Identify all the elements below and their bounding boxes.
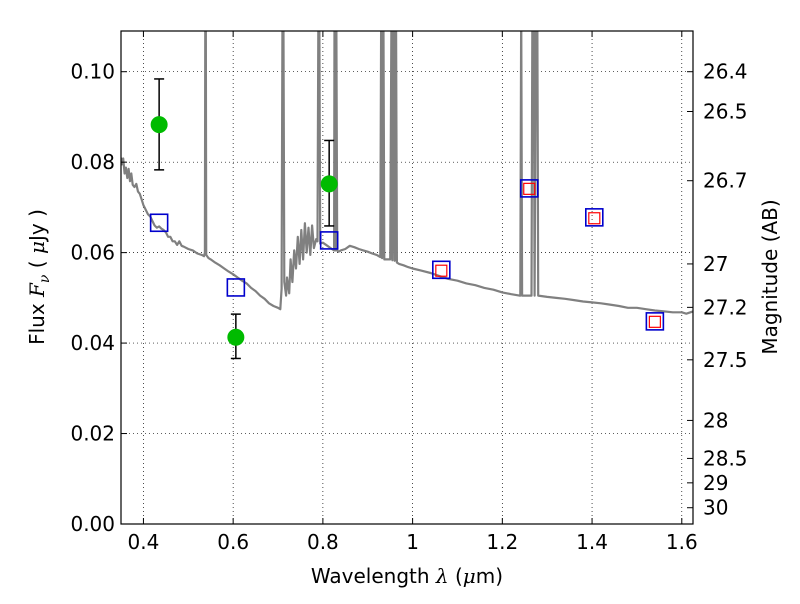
grid: [121, 31, 693, 524]
x-tick-label: 0.4: [128, 530, 160, 554]
model-photometry-square: [519, 179, 539, 198]
y2-tick-label: 26.4: [703, 60, 748, 84]
x-axis-title: Wavelength λ (μm): [311, 564, 503, 588]
model-photometry-square: [432, 260, 451, 280]
x-tick-label: 0.8: [307, 530, 339, 554]
y2-tick-label: 27.5: [703, 348, 748, 372]
model-photometry-square: [149, 213, 169, 233]
x-tick-label: 0.6: [217, 530, 249, 554]
model-photometry-square: [319, 231, 339, 250]
y-tick-label: 0.00: [70, 512, 115, 536]
ticks: 0.4 0.6 0.8 1 1.2 1.4 1.6 0.00 0.02 0.04 0.06 0.08 0…: [70, 31, 748, 554]
y-tick-label: 0.04: [70, 331, 115, 355]
x-tick-label: 1.2: [486, 530, 518, 554]
y-tick-label: 0.02: [70, 422, 115, 446]
x-tick-label: 1: [406, 530, 419, 554]
y2-tick-label: 28: [703, 408, 728, 432]
y2-tick-label: 30: [703, 496, 728, 520]
y2-tick-label: 27: [703, 252, 728, 276]
model-photometry-square: [226, 278, 246, 297]
model-photometry-small-square: [648, 315, 661, 328]
y2-axis-title: Magnitude (AB): [758, 199, 782, 354]
y2-tick-label: 27.2: [703, 295, 748, 319]
observed-flux-point: [227, 328, 245, 346]
y-axis-title: Flux Fν ( μJy ): [25, 209, 53, 345]
data-layer: [121, 31, 693, 360]
x-tick-label: 1.6: [666, 530, 698, 554]
x-tick-label: 1.4: [576, 530, 608, 554]
model-photometry-square: [645, 312, 665, 331]
y2-tick-label: 29: [703, 471, 728, 495]
y-tick-label: 0.06: [70, 241, 115, 265]
y2-tick-label: 26.7: [703, 169, 748, 193]
y2-tick-label: 28.5: [703, 446, 748, 470]
model-photometry-small-square: [523, 182, 536, 195]
model-photometry-small-square: [435, 264, 448, 277]
plot-frame: [120, 30, 694, 525]
y-tick-label: 0.08: [70, 150, 115, 174]
y2-tick-label: 26.5: [703, 100, 748, 124]
observed-flux-point: [320, 175, 338, 193]
model-photometry-small-square: [588, 212, 601, 225]
model-spectrum-line: [121, 31, 693, 315]
observed-flux-point: [150, 116, 168, 134]
model-photometry-square: [585, 208, 604, 227]
y-tick-label: 0.10: [70, 60, 115, 84]
